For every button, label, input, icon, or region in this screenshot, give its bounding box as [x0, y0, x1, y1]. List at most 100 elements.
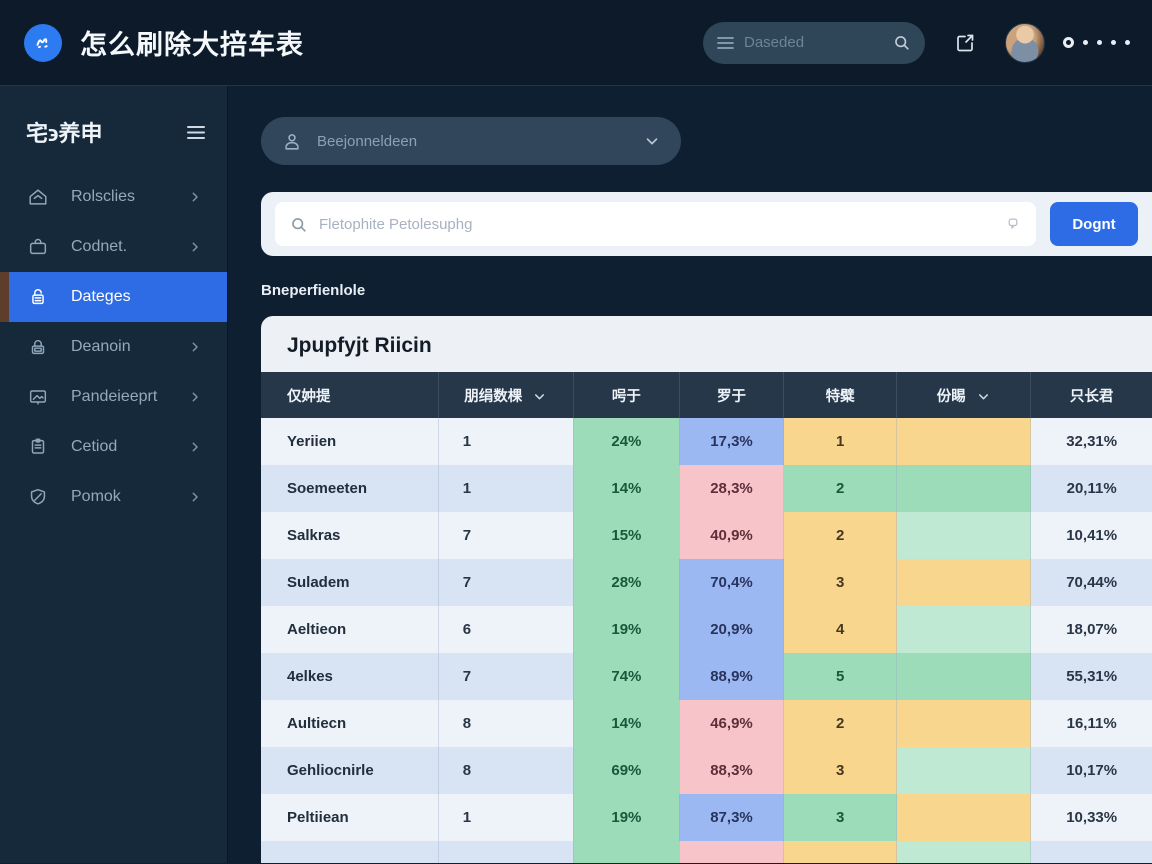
table-cell: [896, 653, 1032, 700]
hamburger-icon[interactable]: [187, 125, 205, 140]
table-cell: Salkras: [261, 512, 439, 559]
table-header-row: 仅妕提 朋绢数棵 呺于 罗于 特糪 份睗 只长君: [261, 372, 1152, 418]
sidebar-item-cetiod[interactable]: Cetiod: [0, 422, 227, 472]
table-cell: 4elkes: [261, 653, 439, 700]
table-cell: [896, 418, 1032, 465]
safe-lock-icon: [26, 286, 50, 308]
table-cell: 19%: [573, 606, 680, 653]
table-cell: 5: [783, 653, 898, 700]
table-cell: 20,11%: [1066, 480, 1117, 497]
table-cell: [261, 841, 439, 863]
magnifier-icon[interactable]: [892, 33, 911, 52]
sidebar-menu: Rolsclies Codnet. Dateges Deanoin Pandeieepr…: [0, 172, 227, 522]
image-icon: [26, 386, 50, 408]
table-cell: Peltiiean: [261, 794, 439, 841]
chevron-right-icon: [183, 440, 207, 454]
table-cell: 70,44%: [1066, 574, 1118, 591]
padlock-icon: [26, 336, 50, 358]
table-cell: [438, 841, 574, 863]
table-row: Peltiiean 1 19% 87,3% 3 10,33%: [261, 794, 1152, 841]
table-cell: [896, 465, 1032, 512]
navbar-search-input[interactable]: Daseded: [703, 21, 925, 64]
table-cell: 19%: [573, 794, 680, 841]
table-cell: [896, 606, 1032, 653]
sidebar-item-label: Dateges: [71, 288, 131, 305]
sidebar-item-label: Rolsclies: [71, 188, 136, 205]
navbar-search-placeholder: Daseded: [744, 34, 805, 51]
search-submit-button[interactable]: Dognt: [1050, 202, 1138, 246]
table-cell: Aultiecn: [261, 700, 439, 747]
table-cell: 24%: [573, 418, 680, 465]
table-column-header-sortable[interactable]: 朋绢数棵: [438, 372, 574, 418]
sidebar-item-codnet[interactable]: Codnet.: [0, 222, 227, 272]
table-row: Salkras 7 15% 40,9% 2 10,41%: [261, 512, 1152, 559]
table-cell: 55,31%: [1066, 668, 1118, 685]
search-bar: Fletophite Petolesuphg Dognt: [261, 192, 1152, 256]
sidebar-item-deanoin[interactable]: Deanoin: [0, 322, 227, 372]
table-cell: 32,31%: [1066, 433, 1118, 450]
table-cell: 20,9%: [679, 606, 785, 653]
app-logo[interactable]: [24, 23, 62, 62]
chevron-right-icon: [183, 490, 207, 504]
ring-and-dots-icon[interactable]: [1063, 37, 1130, 48]
sidebar-item-dateges[interactable]: Dateges: [0, 272, 227, 322]
card-title: Jpupfyjt Riicin: [287, 334, 432, 357]
table-cell: 14%: [573, 700, 680, 747]
table-column-header-sortable[interactable]: 份睗: [896, 372, 1032, 418]
search-placeholder: Fletophite Petolesuphg: [319, 215, 473, 233]
table-cell: Suladem: [261, 559, 439, 606]
bag-icon: [26, 236, 50, 258]
table-cell: 4: [783, 606, 898, 653]
pin-icon[interactable]: [1004, 215, 1022, 233]
compose-icon[interactable]: [953, 31, 977, 55]
clipboard-icon: [26, 436, 50, 458]
user-avatar[interactable]: [1005, 22, 1045, 63]
sidebar-item-pomok[interactable]: Pomok: [0, 472, 227, 522]
chevron-down-icon: [643, 132, 661, 150]
table-cell: 15%: [573, 512, 680, 559]
table-cell: 10,33%: [1066, 809, 1118, 826]
shield-icon: [26, 486, 50, 508]
table-column-header: 特糪: [783, 372, 898, 418]
table-cell: Aeltieon: [261, 606, 439, 653]
magnifier-icon: [289, 215, 308, 234]
table-cell: [783, 841, 898, 863]
table-cell: 10,17%: [1066, 762, 1118, 779]
table-cell: 1: [438, 465, 574, 512]
table-cell: 28%: [573, 559, 680, 606]
sidebar-item-rolsclies[interactable]: Rolsclies: [0, 172, 227, 222]
table-cell: Soemeeten: [261, 465, 439, 512]
sidebar-item-label: Deanoin: [71, 338, 131, 355]
table-row: Yeriien 1 24% 17,3% 1 32,31%: [261, 418, 1152, 465]
table-cell: 46,9%: [679, 700, 785, 747]
table-row: 4elkes 7 74% 88,9% 5 55,31%: [261, 653, 1152, 700]
table-cell: 7: [438, 559, 574, 606]
table-cell: 3: [783, 747, 898, 794]
chevron-right-icon: [183, 390, 207, 404]
dropdown-value: Beejonneldeen: [317, 132, 418, 150]
table-cell: Yeriien: [261, 418, 439, 465]
sidebar-item-label: Codnet.: [71, 238, 128, 255]
table-column-header: 呺于: [573, 372, 680, 418]
table-cell: 88,3%: [679, 747, 785, 794]
table-cell: [679, 841, 785, 863]
table-cell: 6: [438, 606, 574, 653]
table-cell: 40,9%: [679, 512, 785, 559]
sidebar-title: 宅϶养申: [26, 121, 103, 146]
table-column-header: 只长君: [1030, 372, 1152, 418]
table-cell: 8: [438, 700, 574, 747]
search-input[interactable]: Fletophite Petolesuphg: [275, 202, 1036, 246]
table-cell: 3: [783, 559, 898, 606]
table-cell: 14%: [573, 465, 680, 512]
page-title: 怎么刷除大掊车表: [80, 30, 304, 60]
user-filter-dropdown[interactable]: Beejonneldeen: [261, 117, 681, 165]
sidebar-item-pandeieeprt[interactable]: Pandeieeprt: [0, 372, 227, 422]
table-cell: [896, 559, 1032, 606]
table-cell: 3: [783, 794, 898, 841]
table-cell: 7: [438, 512, 574, 559]
chevron-right-icon: [183, 240, 207, 254]
table-row: [261, 841, 1152, 863]
sidebar-item-label: Pandeieeprt: [71, 388, 158, 405]
table-cell: [896, 747, 1032, 794]
person-icon: [281, 130, 303, 152]
